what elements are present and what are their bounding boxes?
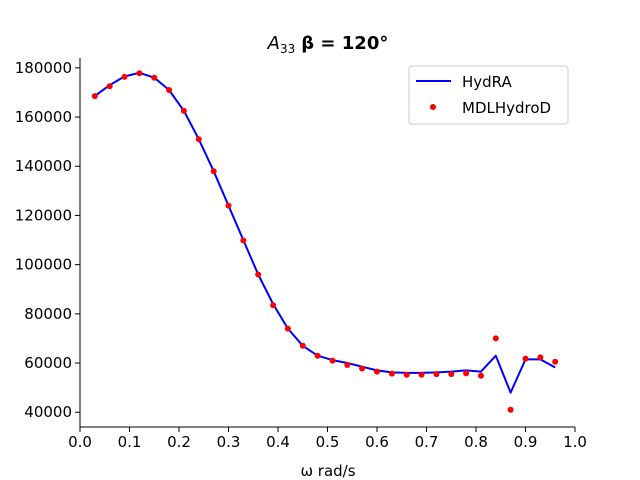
x-tick-label: 0.3	[217, 433, 241, 451]
data-point-mdlhydrod	[418, 371, 425, 378]
data-point-mdlhydrod	[552, 358, 559, 365]
axes: 0.0 0.1 0.2 0.3 0.4 0.5 0.6 0.7 0.8 0.9 1.0 40000 60…	[15, 58, 587, 451]
chart-title: A33 β = 120°	[267, 33, 389, 56]
data-point-mdlhydrod	[121, 73, 128, 80]
y-tick-label: 100000	[15, 256, 72, 274]
data-point-mdlhydrod	[329, 357, 336, 364]
x-tick-label: 0.9	[514, 433, 538, 451]
legend-label-mdlhydrod: MDLHydroD	[462, 99, 551, 117]
data-point-mdlhydrod	[463, 370, 470, 377]
x-tick-label: 0.6	[365, 433, 389, 451]
y-tick-label: 60000	[24, 354, 72, 372]
series-line-hydra	[94, 71, 556, 394]
data-point-mdlhydrod	[433, 371, 440, 378]
data-point-mdlhydrod	[359, 365, 366, 372]
y-tick-label: 120000	[15, 206, 72, 224]
data-point-mdlhydrod	[240, 237, 247, 244]
data-point-mdlhydrod	[91, 93, 98, 100]
data-point-mdlhydrod	[448, 371, 455, 378]
y-tick-label: 80000	[24, 305, 72, 323]
data-point-mdlhydrod	[166, 87, 173, 93]
x-tick-label: 0.5	[316, 433, 340, 451]
data-point-mdlhydrod	[388, 370, 395, 377]
x-tick-label: 0.2	[167, 433, 191, 451]
data-point-mdlhydrod	[225, 202, 232, 209]
legend-marker-swatch-mdlhydrod	[430, 104, 436, 110]
data-point-mdlhydrod	[255, 271, 262, 278]
data-point-mdlhydrod	[478, 372, 484, 379]
data-point-mdlhydrod	[507, 406, 514, 413]
chart-title-math: A	[267, 33, 280, 54]
data-point-mdlhydrod	[403, 371, 410, 378]
x-tick-label: 0.7	[415, 433, 439, 451]
data-point-mdlhydrod	[270, 302, 277, 309]
legend-label-hydra: HydRA	[462, 73, 512, 91]
x-tick-label: 1.0	[563, 433, 587, 451]
data-point-mdlhydrod	[492, 335, 499, 342]
data-point-mdlhydrod	[151, 74, 158, 81]
x-tick-label: 0.4	[266, 433, 290, 451]
x-tick-label: 0.1	[118, 433, 142, 451]
data-point-mdlhydrod	[284, 325, 291, 332]
x-tick-label: 0.0	[68, 433, 92, 451]
chart-title-subscript: 33	[280, 42, 295, 56]
chart-title-rest: β = 120°	[301, 33, 388, 54]
data-point-mdlhydrod	[374, 368, 380, 375]
data-point-mdlhydrod	[522, 355, 529, 362]
y-tick-label: 180000	[15, 59, 72, 77]
data-point-mdlhydrod	[299, 342, 306, 349]
y-tick-label: 40000	[24, 403, 72, 421]
data-point-mdlhydrod	[344, 362, 351, 368]
data-point-mdlhydrod	[314, 352, 321, 359]
x-axis-label: ω rad/s	[300, 462, 355, 480]
data-point-mdlhydrod	[210, 168, 217, 175]
data-point-mdlhydrod	[106, 83, 113, 90]
data-point-mdlhydrod	[537, 354, 544, 361]
x-tick-label: 0.8	[464, 433, 488, 451]
y-tick-label: 160000	[15, 108, 72, 126]
legend: HydRA MDLHydroD	[408, 65, 569, 125]
y-tick-label: 140000	[15, 157, 72, 175]
data-point-mdlhydrod	[195, 136, 202, 143]
data-point-mdlhydrod	[180, 107, 187, 114]
plot-area	[91, 70, 559, 413]
data-point-mdlhydrod	[136, 70, 143, 77]
